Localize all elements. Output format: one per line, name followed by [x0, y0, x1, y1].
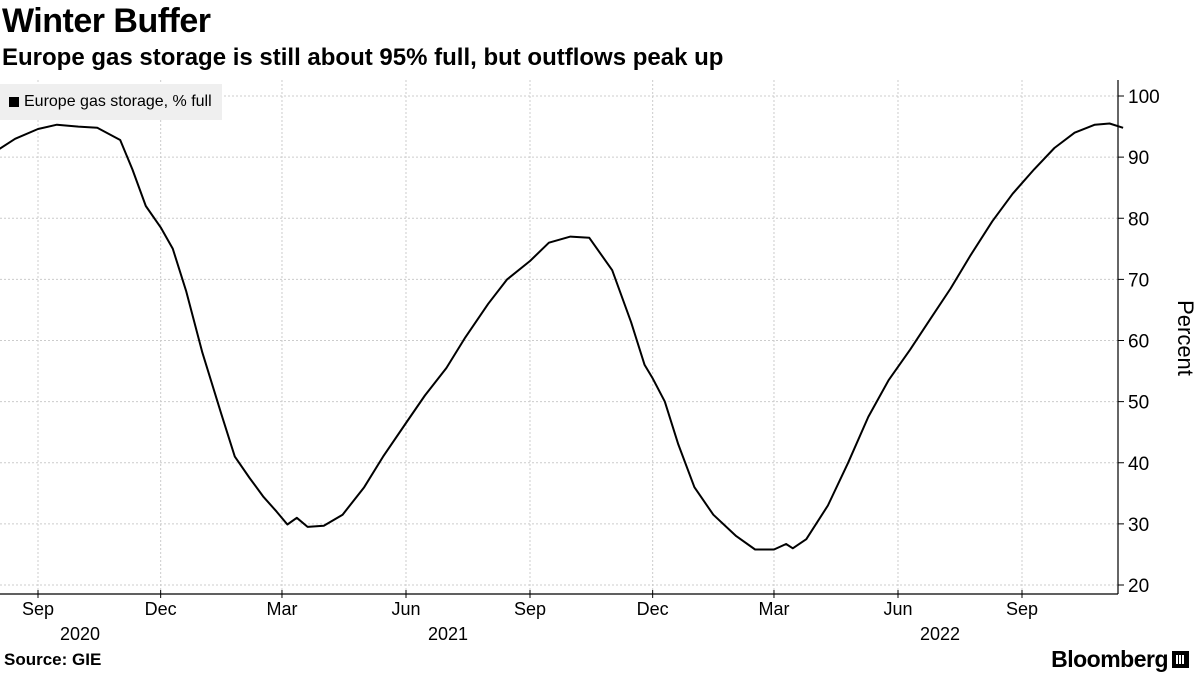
legend-entry: Europe gas storage, % full — [24, 93, 212, 110]
brand-name: Bloomberg — [1051, 646, 1168, 672]
chart-grid — [0, 80, 1118, 594]
y-tick-label: 90 — [1128, 148, 1149, 169]
y-tick-label: 30 — [1128, 515, 1149, 536]
y-tick-label: 70 — [1128, 270, 1149, 291]
chart-subtitle: Europe gas storage is still about 95% fu… — [2, 44, 724, 71]
x-tick-label: Jun — [391, 599, 420, 619]
chart-axes: 20 30 40 50 60 70 80 90 100 Sep 2020 Dec Mar Jun 2021 S… — [0, 80, 1160, 644]
source-note: Source: GIE — [4, 650, 102, 669]
bloomberg-terminal-icon — [1172, 651, 1189, 668]
y-tick-label: 100 — [1128, 87, 1160, 108]
x-tick-label: Jun — [883, 599, 912, 619]
x-year-label: 2020 — [60, 624, 100, 644]
chart-title: Winter Buffer — [2, 2, 211, 40]
brand-logo: Bloomberg — [1051, 646, 1189, 673]
y-tick-label: 40 — [1128, 454, 1149, 475]
chart-legend: Europe gas storage, % full — [0, 84, 222, 120]
x-tick-label: Sep — [1006, 599, 1038, 619]
legend-swatch — [9, 97, 19, 107]
y-tick-label: 60 — [1128, 332, 1149, 353]
x-tick-label: Dec — [637, 599, 669, 619]
x-year-label: 2021 — [428, 624, 468, 644]
x-tick-label: Mar — [266, 599, 297, 619]
x-year-label: 2022 — [920, 624, 960, 644]
x-tick-label: Dec — [145, 599, 177, 619]
y-axis-label: Percent — [1173, 300, 1197, 376]
chart-series — [0, 122, 1124, 551]
series-line — [0, 122, 1124, 551]
x-tick-label: Sep — [514, 599, 546, 619]
y-tick-label: 20 — [1128, 576, 1149, 597]
y-tick-label: 80 — [1128, 209, 1149, 230]
y-tick-label: 50 — [1128, 393, 1149, 414]
x-tick-label: Sep — [22, 599, 54, 619]
x-tick-label: Mar — [758, 599, 789, 619]
